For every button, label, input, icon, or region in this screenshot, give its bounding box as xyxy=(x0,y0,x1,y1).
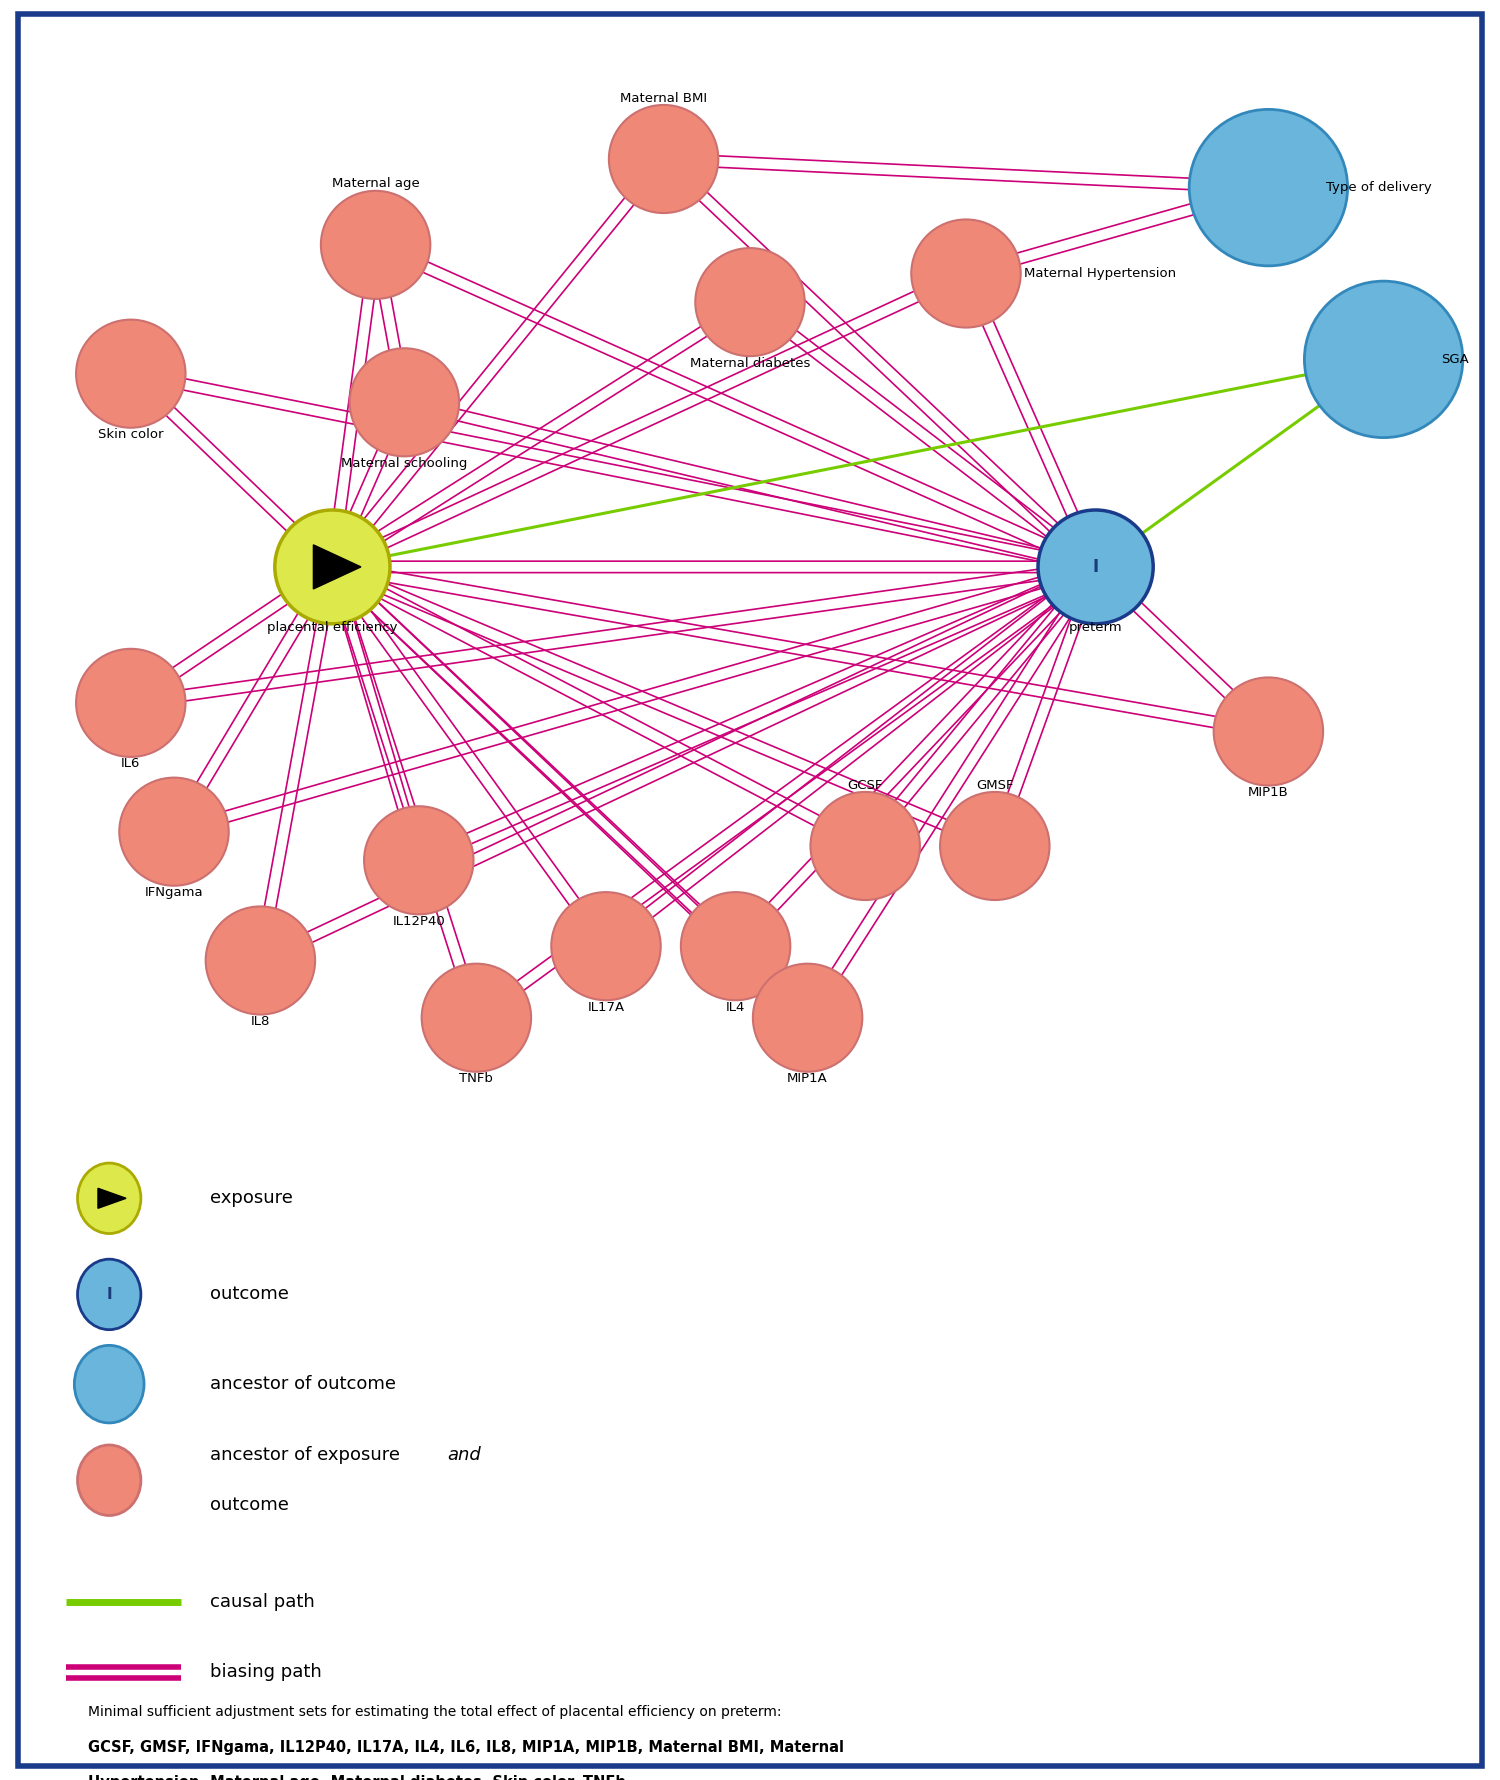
Ellipse shape xyxy=(940,792,1050,901)
Text: exposure: exposure xyxy=(210,1189,292,1207)
Ellipse shape xyxy=(696,247,804,356)
Ellipse shape xyxy=(120,778,228,886)
Ellipse shape xyxy=(912,219,1020,328)
Text: I: I xyxy=(1092,557,1098,577)
Text: IL4: IL4 xyxy=(726,1000,746,1013)
Polygon shape xyxy=(98,1189,126,1209)
Ellipse shape xyxy=(76,320,186,427)
Text: and: and xyxy=(447,1445,482,1465)
Text: causal path: causal path xyxy=(210,1593,315,1611)
Ellipse shape xyxy=(321,190,430,299)
Ellipse shape xyxy=(552,892,660,1000)
Text: Type of delivery: Type of delivery xyxy=(1326,182,1431,194)
Text: GCSF, GMSF, IFNgama, IL12P40, IL17A, IL4, IL6, IL8, MIP1A, MIP1B, Maternal BMI, : GCSF, GMSF, IFNgama, IL12P40, IL17A, IL4… xyxy=(87,1739,843,1755)
Ellipse shape xyxy=(78,1445,141,1515)
Ellipse shape xyxy=(75,1346,144,1422)
Ellipse shape xyxy=(1190,109,1347,265)
Polygon shape xyxy=(314,545,362,589)
Ellipse shape xyxy=(810,792,919,901)
Text: ancestor of outcome: ancestor of outcome xyxy=(210,1376,396,1394)
Text: MIP1A: MIP1A xyxy=(788,1072,828,1086)
Text: MIP1B: MIP1B xyxy=(1248,787,1288,799)
Text: preterm: preterm xyxy=(1070,621,1122,634)
Text: IL17A: IL17A xyxy=(588,1000,624,1013)
Text: Maternal Hypertension: Maternal Hypertension xyxy=(1023,267,1176,279)
Ellipse shape xyxy=(609,105,718,214)
Text: TNFb: TNFb xyxy=(459,1072,494,1086)
Ellipse shape xyxy=(681,892,790,1000)
Ellipse shape xyxy=(76,648,186,756)
Ellipse shape xyxy=(753,963,862,1072)
Text: SGA: SGA xyxy=(1442,352,1468,367)
Text: IL12P40: IL12P40 xyxy=(393,915,445,927)
Ellipse shape xyxy=(364,806,474,915)
Text: I: I xyxy=(106,1287,112,1301)
Ellipse shape xyxy=(1305,281,1462,438)
Text: GCSF: GCSF xyxy=(847,778,883,792)
Text: biasing path: biasing path xyxy=(210,1664,321,1682)
Text: Skin color: Skin color xyxy=(98,427,164,441)
Text: Maternal age: Maternal age xyxy=(332,178,420,190)
Ellipse shape xyxy=(1038,511,1154,623)
Text: IFNgama: IFNgama xyxy=(144,886,204,899)
Ellipse shape xyxy=(274,511,390,623)
Text: Maternal diabetes: Maternal diabetes xyxy=(690,356,810,370)
Ellipse shape xyxy=(422,963,531,1072)
Text: ancestor of exposure: ancestor of exposure xyxy=(210,1445,405,1465)
Ellipse shape xyxy=(206,906,315,1015)
Text: IL6: IL6 xyxy=(122,756,141,771)
Text: Maternal schooling: Maternal schooling xyxy=(340,457,468,470)
Text: placental efficiency: placental efficiency xyxy=(267,621,398,634)
Ellipse shape xyxy=(1214,678,1323,785)
Text: GMSF: GMSF xyxy=(976,778,1014,792)
Text: Minimal sufficient adjustment sets for estimating the total effect of placental : Minimal sufficient adjustment sets for e… xyxy=(87,1705,782,1718)
Text: Hypertension, Maternal age, Maternal diabetes, Skin color, TNFb: Hypertension, Maternal age, Maternal dia… xyxy=(87,1775,626,1780)
Text: outcome: outcome xyxy=(210,1497,290,1515)
Text: outcome: outcome xyxy=(210,1285,290,1303)
Text: IL8: IL8 xyxy=(251,1015,270,1027)
Ellipse shape xyxy=(78,1162,141,1234)
Ellipse shape xyxy=(350,349,459,456)
Ellipse shape xyxy=(78,1258,141,1330)
Text: Maternal BMI: Maternal BMI xyxy=(620,91,706,105)
